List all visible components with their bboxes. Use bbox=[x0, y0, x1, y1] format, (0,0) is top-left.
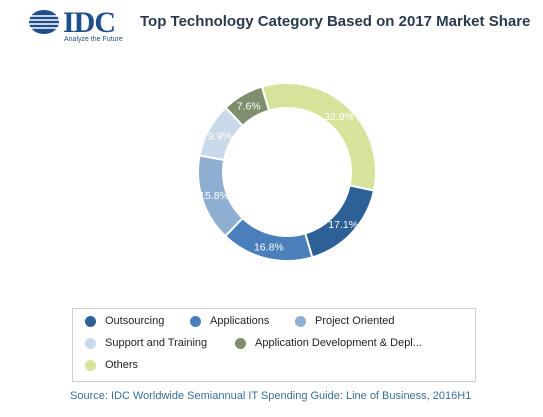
legend-swatch bbox=[85, 337, 96, 349]
legend-label: Others bbox=[105, 359, 139, 371]
donut-slice bbox=[223, 216, 314, 262]
chart-title: Top Technology Category Based on 2017 Ma… bbox=[140, 13, 531, 30]
logo-wordmark: IDC bbox=[63, 6, 116, 39]
slice-data-label: 15.8% bbox=[199, 190, 229, 202]
legend-item: Project Oriented bbox=[295, 315, 394, 327]
slice-data-label: 9.9% bbox=[208, 130, 232, 142]
legend-item: Outsourcing bbox=[85, 315, 164, 327]
legend-swatch bbox=[85, 315, 96, 327]
logo-tagline: Analyze the Future bbox=[64, 36, 123, 43]
legend-swatch bbox=[190, 315, 201, 327]
slice-data-label: 7.6% bbox=[237, 101, 261, 113]
slice-data-label: 16.8% bbox=[254, 241, 284, 253]
legend-swatch bbox=[85, 359, 96, 371]
legend-swatch bbox=[295, 315, 306, 327]
legend-label: Application Development & Depl... bbox=[255, 337, 422, 349]
globe-icon bbox=[29, 10, 59, 34]
legend-swatch bbox=[235, 337, 246, 349]
legend-label: Applications bbox=[210, 315, 270, 327]
donut-chart: 17.1% 16.8% 15.8% 9.9% 7.6% 32.9% bbox=[197, 82, 377, 262]
legend-label: Support and Training bbox=[105, 337, 208, 349]
donut-slice bbox=[260, 82, 377, 192]
idc-logo: IDC Analyze the Future bbox=[27, 6, 123, 43]
legend-label: Outsourcing bbox=[105, 315, 165, 327]
chart-legend: Outsourcing Applications Project Oriented S… bbox=[72, 308, 476, 382]
legend-label: Project Oriented bbox=[315, 315, 395, 327]
legend-item: Application Development & Depl... bbox=[235, 337, 422, 349]
slice-data-label: 32.9% bbox=[324, 111, 354, 123]
legend-item: Support and Training bbox=[85, 337, 207, 349]
slice-data-label: 17.1% bbox=[328, 219, 358, 231]
legend-item: Applications bbox=[190, 315, 269, 327]
source-note: Source: IDC Worldwide Semiannual IT Spen… bbox=[70, 390, 472, 402]
legend-item: Others bbox=[85, 359, 138, 371]
